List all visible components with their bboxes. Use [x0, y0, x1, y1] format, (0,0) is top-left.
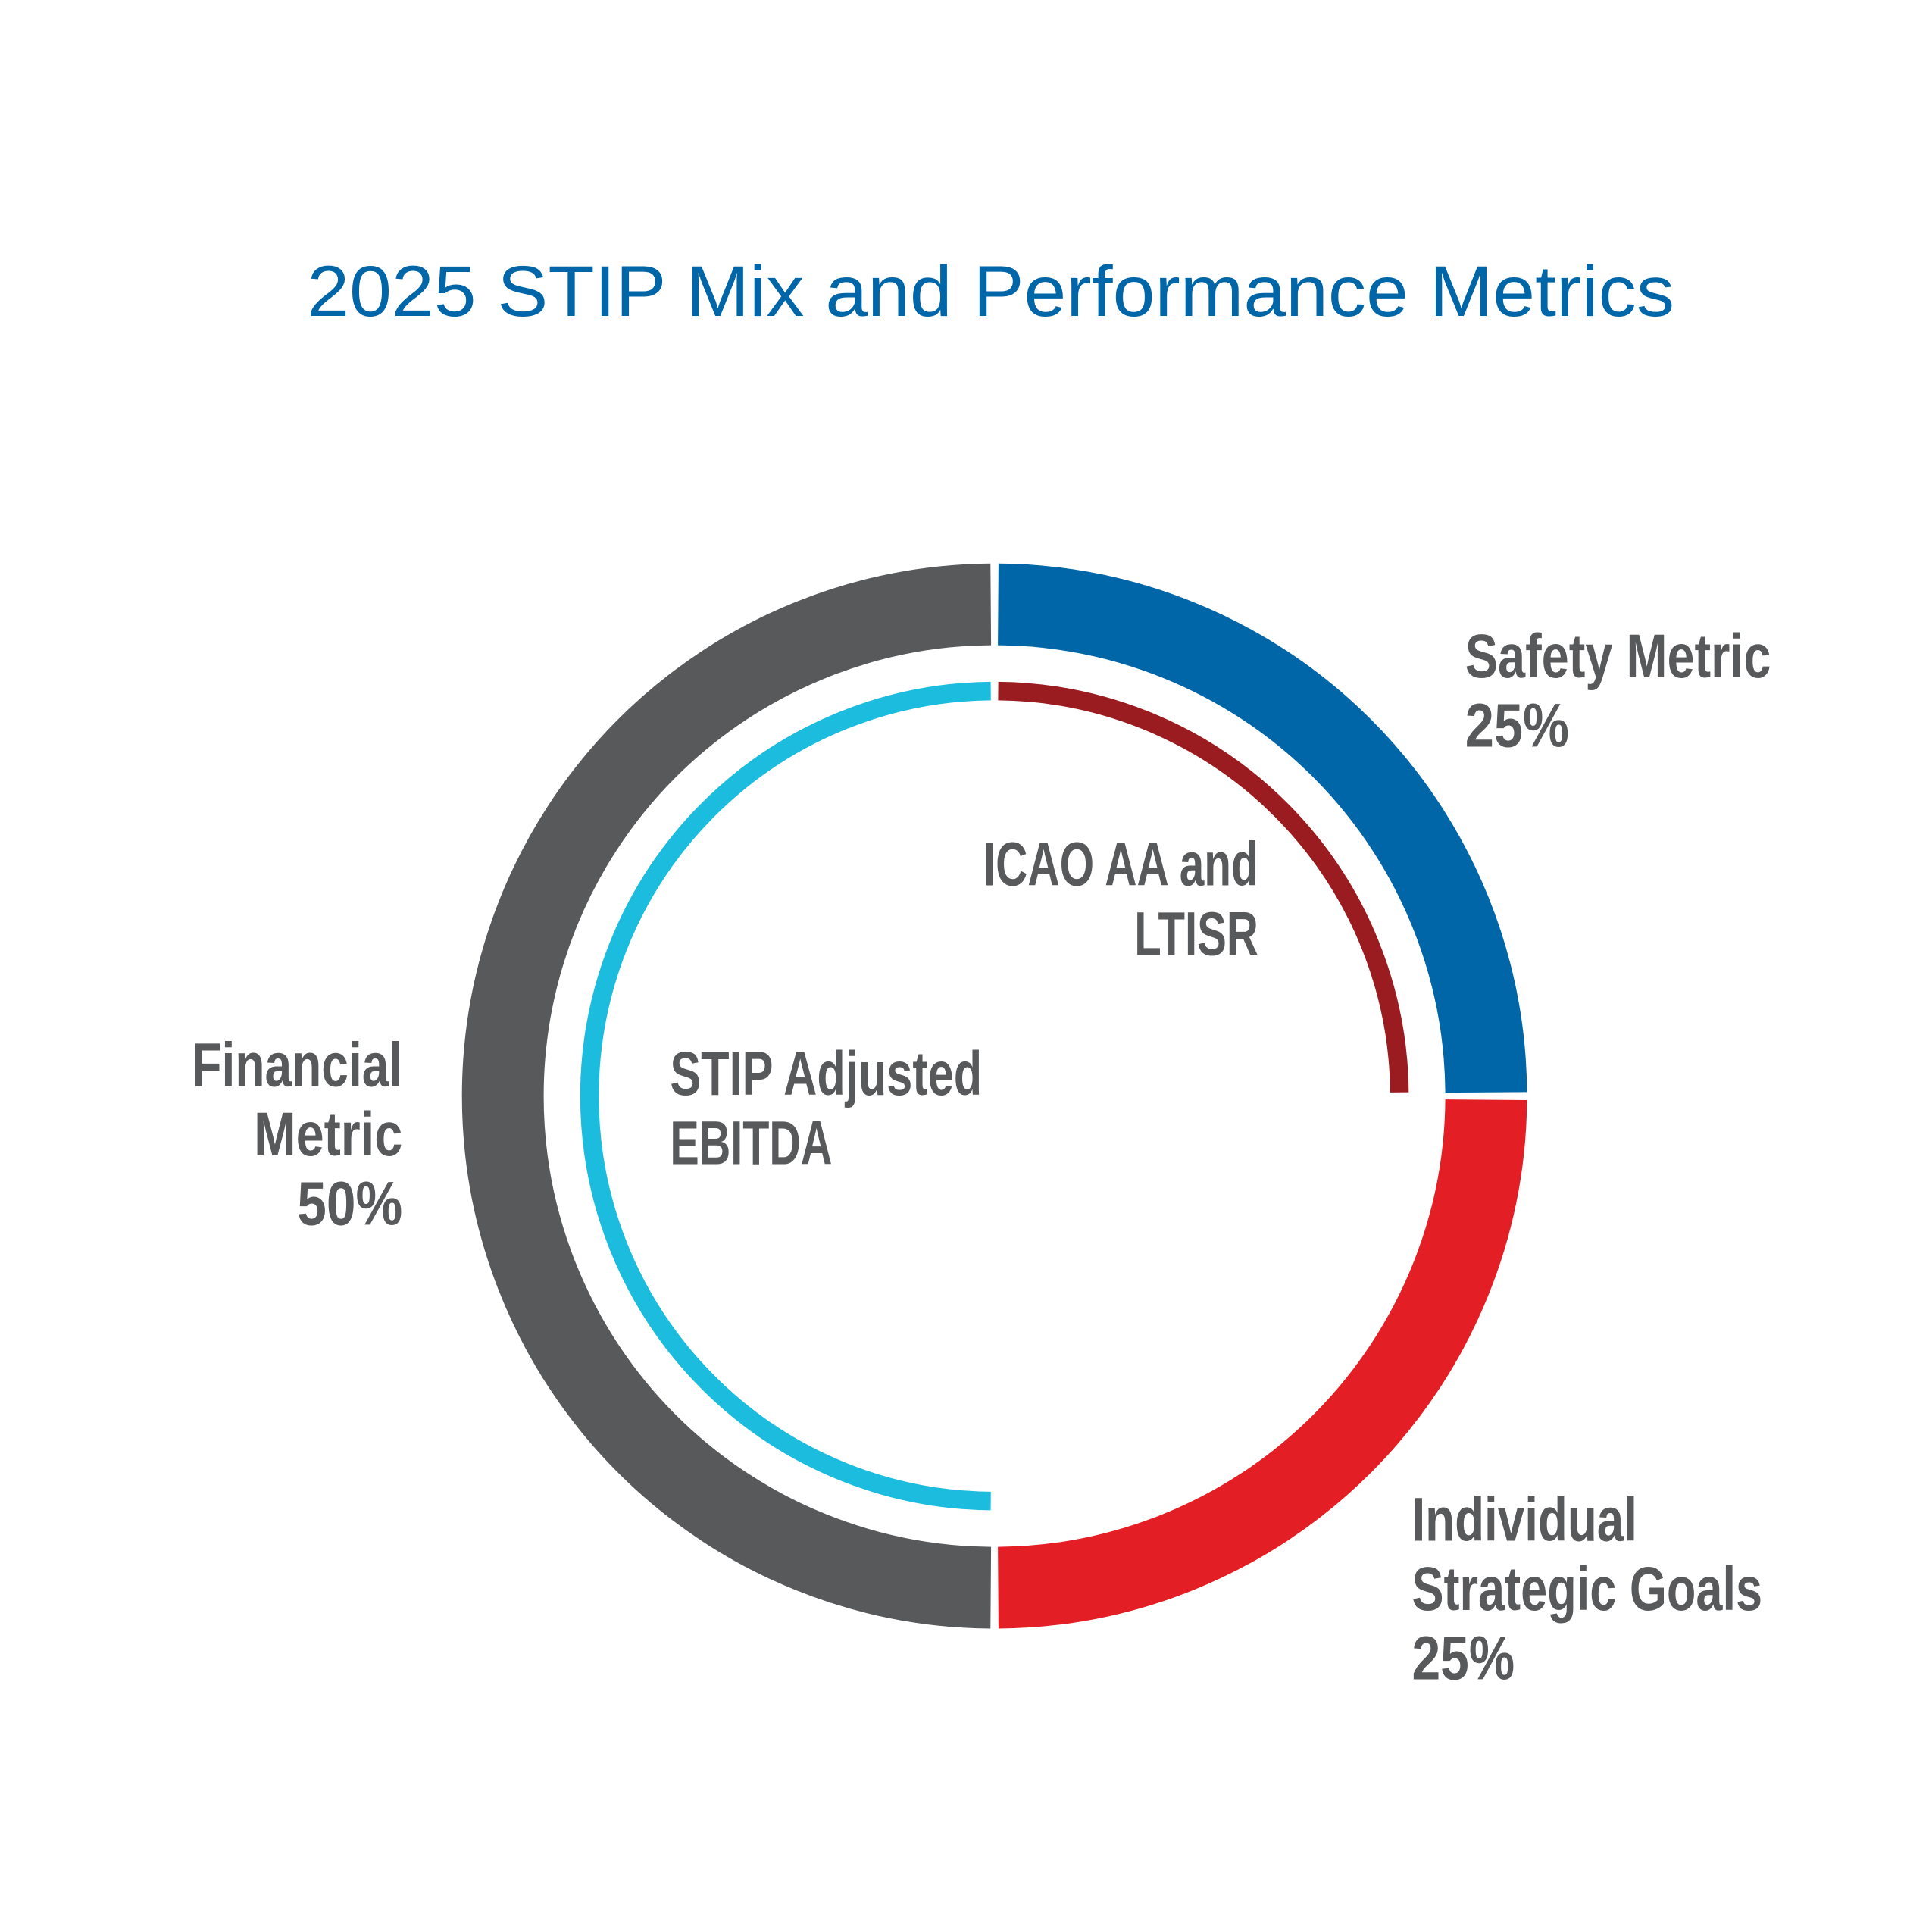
label-financial-name-2: Metric	[254, 1100, 402, 1169]
label-safety-value: 25%	[1465, 692, 1569, 761]
inner-ring-segment-0	[998, 681, 1409, 1093]
label-icao-2: LTISR	[1134, 899, 1258, 968]
label-individual-name-2: Strategic Goals	[1411, 1555, 1762, 1624]
outer-ring-segment-0	[998, 563, 1527, 1093]
label-ebitda-2: EBITDA	[670, 1109, 832, 1178]
label-ebitda-1: STIP Adjusted	[670, 1039, 982, 1108]
outer-ring-segment-2	[461, 563, 992, 1629]
label-financial-value: 50%	[297, 1170, 402, 1239]
label-individual-name-1: Individual	[1411, 1485, 1637, 1554]
label-financial-name-1: Financial	[192, 1031, 402, 1100]
label-safety-name: Safety Metric	[1465, 622, 1771, 691]
outer-ring	[461, 563, 1527, 1629]
inner-ring-segment-2	[580, 681, 991, 1511]
chart-title: 2025 STIP Mix and Performance Metrics	[307, 252, 1674, 332]
inner-ring	[580, 681, 1409, 1511]
outer-ring-segment-1	[998, 1099, 1527, 1629]
label-individual-value: 25%	[1411, 1624, 1515, 1693]
label-icao-1: ICAO AA and	[983, 830, 1258, 899]
